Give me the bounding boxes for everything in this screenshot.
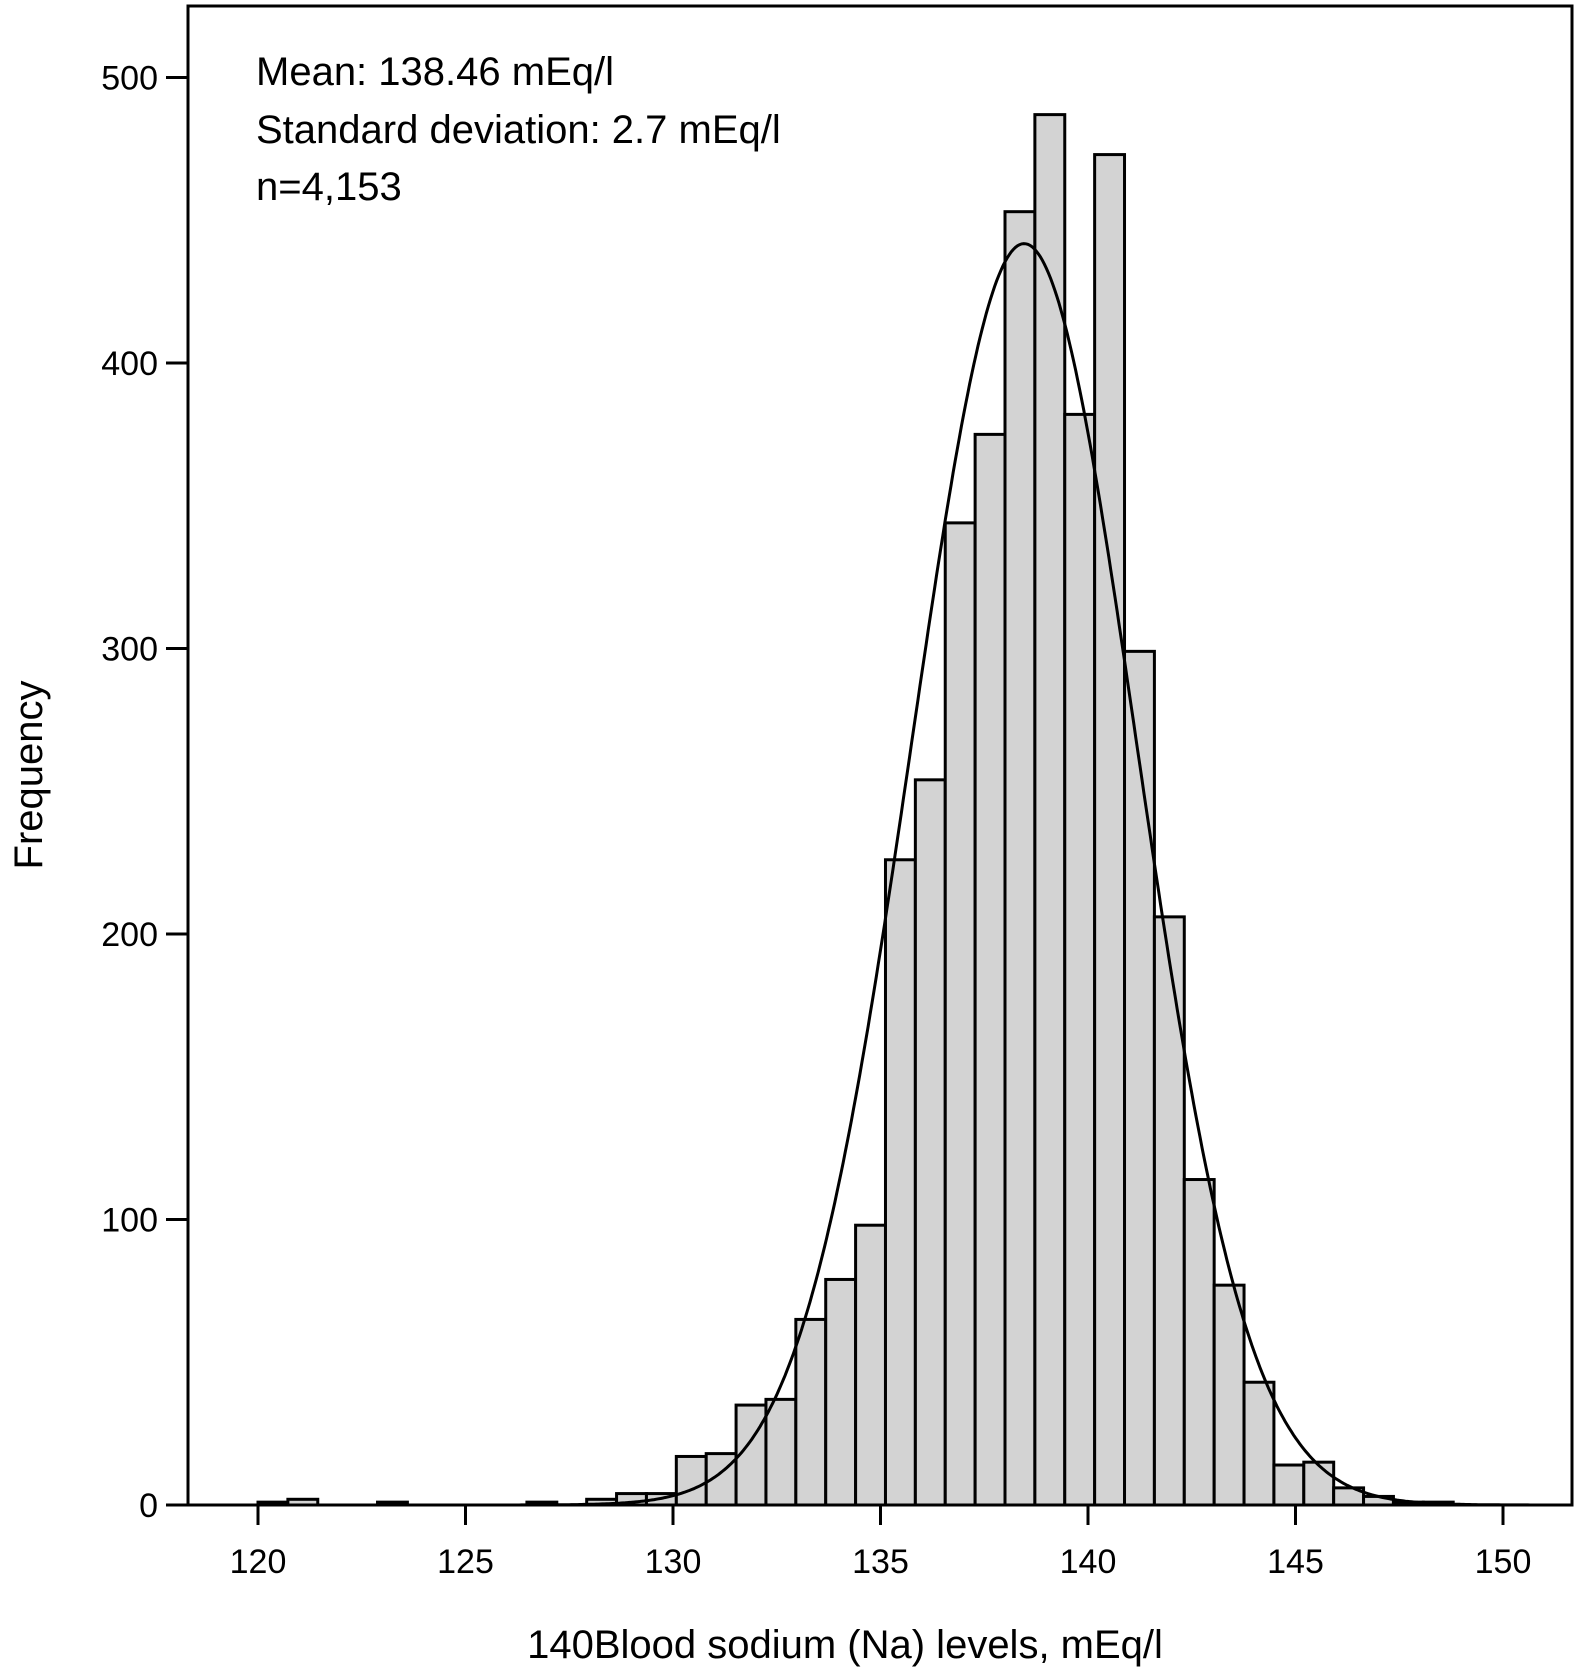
x-tick-label: 150: [1475, 1543, 1532, 1581]
histogram-bar: [943, 521, 977, 1507]
normal-fit-curve: [486, 242, 1564, 1507]
x-tick-label: 130: [645, 1543, 702, 1581]
y-tick-label: 500: [101, 60, 158, 98]
histogram-bar: [1302, 1460, 1336, 1507]
x-tick-label: 140: [1060, 1543, 1117, 1581]
histogram-bar: [1272, 1463, 1306, 1507]
x-tick-label: 145: [1267, 1543, 1324, 1581]
histogram-bar: [973, 432, 1007, 1507]
y-tick-label: 100: [101, 1202, 158, 1240]
histogram-bar: [1063, 412, 1097, 1507]
histogram-bar: [883, 858, 917, 1507]
histogram-bar: [1123, 649, 1156, 1507]
histogram-bar: [674, 1454, 708, 1507]
histogram-bar: [913, 778, 947, 1507]
histogram-bar: [824, 1277, 858, 1507]
histogram-bars: [256, 113, 1455, 1507]
y-axis-ticks: 0 100 200 300 400 500: [101, 60, 188, 1525]
x-tick-label: 125: [437, 1543, 494, 1581]
x-axis-title: 140Blood sodium (Na) levels, mEq/l: [527, 1623, 1163, 1667]
y-tick-label: 300: [101, 631, 158, 669]
histogram-bar: [1003, 210, 1037, 1507]
y-tick-label: 200: [101, 916, 158, 954]
annotation-n: n=4,153: [256, 165, 402, 209]
y-axis-title: Frequency: [7, 681, 51, 870]
y-tick-label: 0: [139, 1487, 158, 1525]
histogram-bar: [1242, 1380, 1276, 1507]
histogram-bar: [764, 1397, 798, 1507]
histogram-bar: [1152, 915, 1186, 1507]
histogram-bar: [854, 1223, 887, 1507]
annotation-mean: Mean: 138.46 mEq/l: [256, 50, 614, 94]
histogram-bar: [794, 1317, 828, 1507]
y-tick-label: 400: [101, 345, 158, 383]
x-axis-ticks: 120 125 130 135 140 145 150: [230, 1505, 1532, 1581]
histogram-bar: [1182, 1178, 1216, 1507]
histogram-bar: [1033, 113, 1067, 1507]
x-tick-label: 120: [230, 1543, 287, 1581]
x-tick-label: 135: [852, 1543, 909, 1581]
histogram-bar: [1093, 153, 1127, 1507]
histogram-bar: [1212, 1283, 1246, 1507]
annotation-sd: Standard deviation: 2.7 mEq/l: [256, 108, 781, 152]
